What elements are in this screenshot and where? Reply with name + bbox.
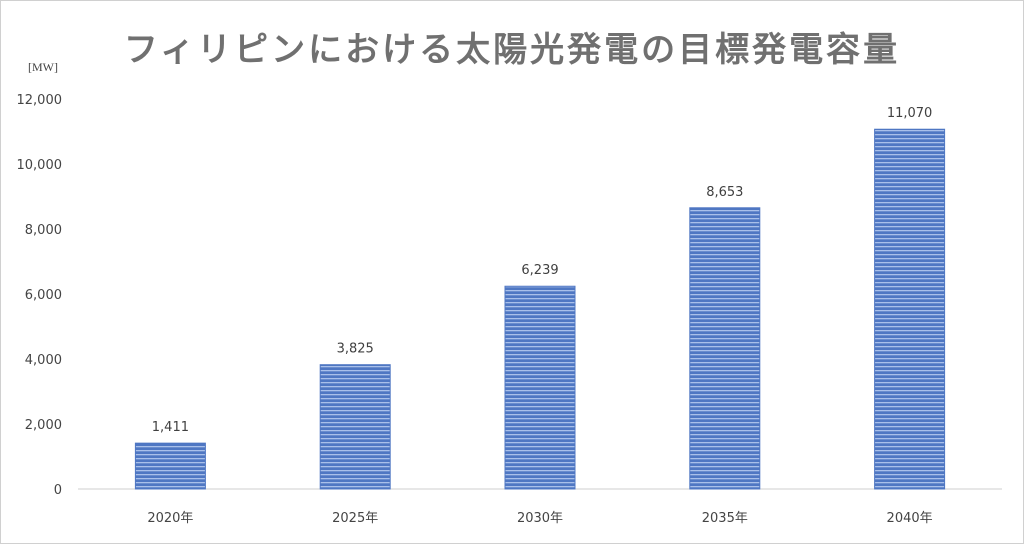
- y-tick-label: 10,000: [17, 158, 63, 173]
- y-tick-label: 0: [54, 483, 62, 498]
- bar: [319, 364, 391, 490]
- chart-title: フィリピンにおける太陽光発電の目標発電容量: [123, 30, 901, 70]
- y-tick-label: 8,000: [25, 223, 62, 238]
- x-tick-label: 2025年: [332, 511, 378, 526]
- y-axis: 0 2,000 4,000 6,000 8,000 10,000 12,000: [17, 93, 63, 498]
- bar-value-label: 1,411: [152, 420, 189, 435]
- x-axis: 2020年 2025年 2030年 2035年 2040年: [147, 511, 932, 526]
- bar: [874, 128, 946, 490]
- x-tick-label: 2020年: [147, 511, 193, 526]
- y-tick-label: 2,000: [25, 418, 62, 433]
- bars: 1,411 3,825 6,239 8,653 11,070: [134, 106, 946, 490]
- bar-value-label: 3,825: [337, 342, 374, 357]
- y-tick-label: 12,000: [17, 93, 63, 108]
- y-tick-label: 6,000: [25, 288, 62, 303]
- x-tick-label: 2030年: [517, 511, 563, 526]
- bar: [504, 285, 576, 490]
- bar-value-label: 6,239: [521, 263, 558, 278]
- bar-value-label: 8,653: [706, 185, 743, 200]
- bar: [134, 442, 206, 490]
- bar: [689, 207, 761, 490]
- x-tick-label: 2035年: [702, 511, 748, 526]
- y-tick-label: 4,000: [25, 353, 62, 368]
- x-tick-label: 2040年: [887, 511, 933, 526]
- y-axis-unit-label: [MW]: [28, 60, 58, 74]
- bar-value-label: 11,070: [887, 106, 933, 121]
